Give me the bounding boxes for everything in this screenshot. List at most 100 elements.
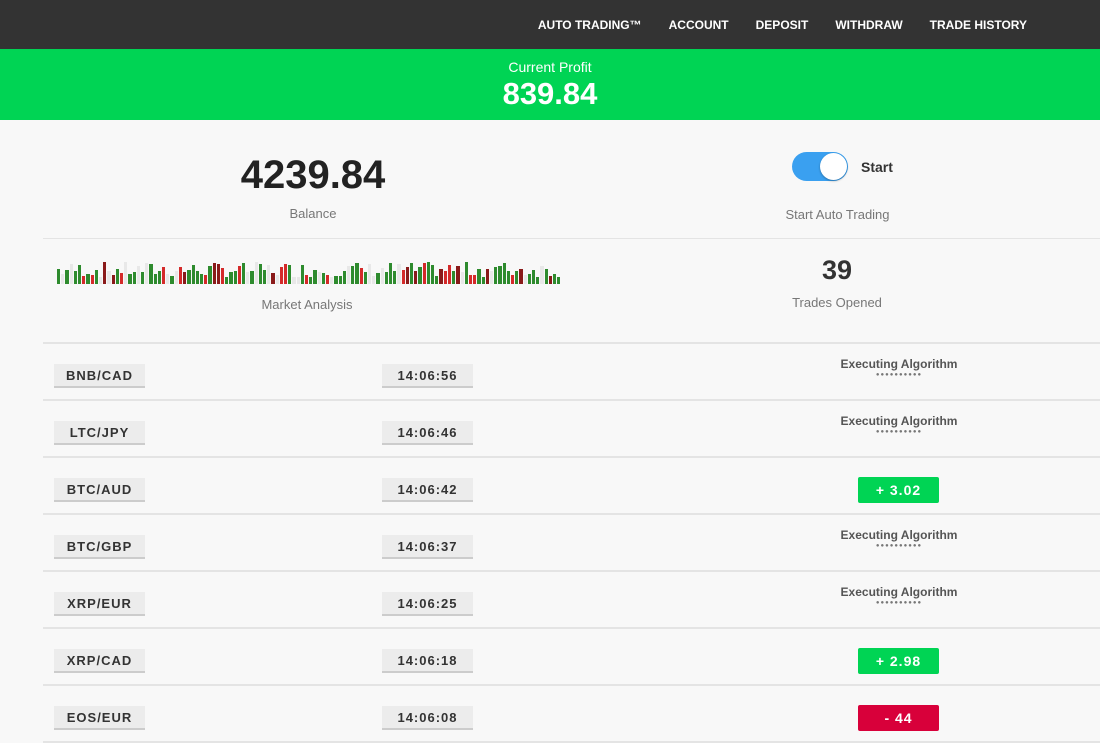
market-bar — [544, 268, 548, 284]
market-bar — [145, 263, 149, 284]
market-bar — [414, 271, 418, 284]
market-bar — [254, 262, 258, 284]
progress-dots-icon: ●●●●●●●●●● — [875, 372, 923, 378]
result-badge: + 3.02 — [858, 477, 939, 503]
profit-label: Current Profit — [508, 59, 592, 75]
market-bar — [304, 275, 309, 284]
market-bar — [61, 273, 65, 284]
market-bar — [548, 275, 552, 284]
toggle-label: Start — [861, 159, 893, 175]
market-bar — [170, 276, 174, 284]
market-bar — [523, 274, 527, 284]
nav-account[interactable]: ACCOUNT — [668, 17, 729, 32]
trade-row: BTC/GBP 14:06:37 Executing Algorithm ●●●●●… — [43, 515, 1100, 572]
market-bar — [435, 276, 439, 284]
auto-trading-label: Start Auto Trading — [785, 207, 890, 222]
market-bar — [288, 264, 292, 284]
status-executing: Executing Algorithm ●●●●●●●●●● — [837, 414, 961, 435]
trades-stat: 39 Trades Opened — [737, 255, 937, 310]
time-badge: 14:06:37 — [382, 535, 473, 559]
market-bar — [401, 269, 405, 284]
time-badge: 14:06:25 — [382, 592, 473, 616]
market-bar — [225, 277, 229, 284]
market-bar — [431, 264, 435, 284]
nav-trade-history[interactable]: TRADE HISTORY — [929, 17, 1027, 32]
market-analysis-label: Market Analysis — [261, 297, 353, 312]
market-bar — [107, 270, 111, 284]
market-bar — [317, 271, 321, 284]
market-bar — [376, 272, 380, 284]
market-bar — [519, 268, 523, 284]
market-bar — [82, 276, 86, 284]
market-bar — [166, 273, 170, 284]
market-bar — [267, 265, 271, 284]
market-bar — [410, 262, 414, 284]
market-bar — [183, 272, 187, 284]
top-nav: AUTO TRADING™ ACCOUNT DEPOSIT WITHDRAW T… — [0, 0, 1100, 49]
market-bar — [515, 270, 519, 284]
market-bar — [368, 263, 372, 284]
progress-dots-icon: ●●●●●●●●●● — [875, 429, 923, 435]
market-bar — [162, 267, 166, 284]
status-text: Executing Algorithm — [840, 414, 958, 428]
market-bar — [212, 262, 216, 284]
time-badge: 14:06:08 — [382, 706, 473, 730]
market-bar — [73, 271, 78, 284]
market-bar — [246, 271, 250, 284]
pair-badge: EOS/EUR — [54, 706, 145, 730]
market-bar — [498, 266, 502, 284]
time-badge: 14:06:56 — [382, 364, 473, 388]
market-bar — [477, 269, 481, 284]
market-bar — [292, 276, 296, 284]
market-bar — [69, 263, 73, 284]
market-bar — [149, 263, 153, 284]
market-bar — [531, 269, 536, 284]
market-bar — [552, 273, 557, 284]
trade-row: XRP/CAD 14:06:18 + 2.98 — [43, 629, 1100, 686]
market-bar — [359, 267, 363, 284]
market-bar — [447, 265, 452, 284]
time-badge: 14:06:42 — [382, 478, 473, 502]
nav-auto-trading[interactable]: AUTO TRADING™ — [537, 17, 642, 32]
market-bar — [443, 271, 447, 284]
pair-badge: BTC/AUD — [54, 478, 145, 502]
profit-value: 839.84 — [502, 76, 598, 111]
time-badge: 14:06:46 — [382, 421, 473, 445]
trade-row: EOS/EUR 14:06:08 - 44 — [43, 686, 1100, 743]
market-bar — [250, 270, 254, 284]
status-text: Executing Algorithm — [840, 528, 958, 542]
nav-withdraw[interactable]: WITHDRAW — [835, 17, 903, 32]
market-bar — [279, 266, 283, 284]
market-bar — [271, 273, 275, 284]
market-bar — [99, 276, 103, 284]
market-bar — [65, 269, 69, 284]
market-bar — [178, 267, 183, 284]
trades-value: 39 — [821, 255, 853, 285]
market-bar — [326, 275, 330, 284]
market-bar — [258, 263, 262, 284]
market-bar — [199, 273, 204, 284]
market-bar — [153, 273, 157, 284]
market-bar — [90, 274, 94, 284]
market-bar — [78, 265, 82, 284]
market-bar — [334, 276, 338, 284]
trade-row: LTC/JPY 14:06:46 Executing Algorithm ●●●●●… — [43, 401, 1100, 458]
balance-stat: 4239.84 Balance — [213, 153, 413, 221]
status-text: Executing Algorithm — [840, 585, 958, 599]
market-bar — [439, 268, 443, 284]
market-bar — [296, 277, 300, 284]
market-bar — [237, 266, 241, 284]
market-bar — [195, 270, 199, 284]
market-bar — [262, 270, 267, 284]
market-bar — [94, 269, 99, 284]
market-bar — [120, 273, 124, 284]
market-bar — [86, 273, 90, 284]
market-bar — [103, 262, 107, 284]
progress-dots-icon: ●●●●●●●●●● — [875, 543, 923, 549]
market-bar — [397, 263, 401, 284]
auto-trading-toggle[interactable] — [792, 152, 848, 181]
market-bar — [157, 271, 162, 284]
market-bar — [506, 271, 510, 284]
nav-deposit[interactable]: DEPOSIT — [755, 17, 809, 32]
market-bar — [124, 262, 128, 284]
